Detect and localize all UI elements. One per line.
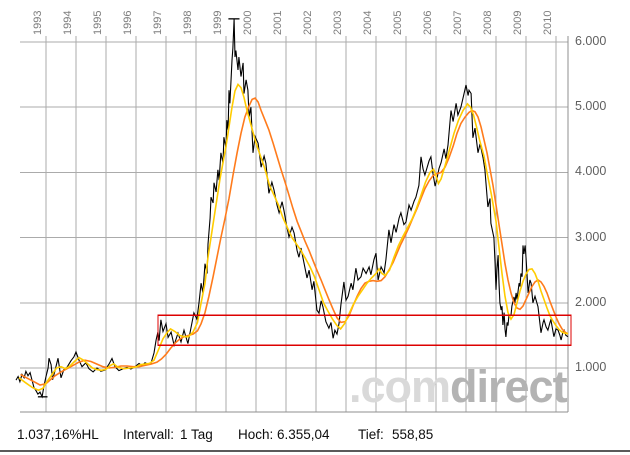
year-label-1999: 1999 xyxy=(212,10,224,35)
high-value: 6.355,04 xyxy=(277,427,330,442)
value-label-5000: 5.000 xyxy=(575,99,607,114)
interval-value: 1 Tag xyxy=(180,427,213,442)
year-label-2005: 2005 xyxy=(392,10,404,35)
status-bar: 1.037,16%HL Intervall: 1 Tag Hoch: 6.355… xyxy=(0,413,630,455)
price-chart: .comdirect 1993 1994 1995 1996 1997 1998 1999 2… xyxy=(15,10,607,413)
change-percent-hl: 1.037,16%HL xyxy=(17,427,99,442)
year-label-1998: 1998 xyxy=(182,10,194,35)
comdirect-watermark: .comdirect xyxy=(349,361,568,412)
value-label-1000: 1.000 xyxy=(575,360,607,374)
value-label-6000: 6.000 xyxy=(575,34,607,48)
value-label-4000: 4.000 xyxy=(575,164,607,179)
high-label: Hoch: xyxy=(238,427,274,442)
value-label-2000: 2.000 xyxy=(575,294,607,309)
moving-average-slow-line xyxy=(20,97,569,386)
range-highlight-box xyxy=(157,314,572,346)
low-value: 558,85 xyxy=(392,427,434,442)
low-label: Tief: xyxy=(358,427,384,442)
year-label-2008: 2008 xyxy=(482,10,494,35)
year-label-1993: 1993 xyxy=(32,10,44,35)
year-label-1997: 1997 xyxy=(152,10,164,35)
year-label-2001: 2001 xyxy=(272,10,284,35)
year-label-1996: 1996 xyxy=(122,10,134,35)
year-label-2002: 2002 xyxy=(302,10,314,35)
value-label-3000: 3.000 xyxy=(575,229,607,244)
year-label-2003: 2003 xyxy=(332,10,344,35)
year-label-2010: 2010 xyxy=(542,10,554,35)
watermark-com: .com xyxy=(349,361,450,412)
year-label-2007: 2007 xyxy=(452,10,464,35)
interval-label: Intervall: xyxy=(123,427,175,442)
year-label-2000: 2000 xyxy=(242,10,254,35)
price-line xyxy=(15,18,569,399)
year-label-2009: 2009 xyxy=(512,10,524,35)
watermark-direct: direct xyxy=(450,361,568,412)
year-label-2006: 2006 xyxy=(422,10,434,35)
moving-average-fast-line xyxy=(18,82,568,392)
year-label-1994: 1994 xyxy=(62,10,74,35)
year-label-2004: 2004 xyxy=(362,10,374,35)
year-label-1995: 1995 xyxy=(92,10,104,35)
chart-canvas: .comdirect xyxy=(15,18,572,413)
bottom-separator xyxy=(0,450,630,452)
